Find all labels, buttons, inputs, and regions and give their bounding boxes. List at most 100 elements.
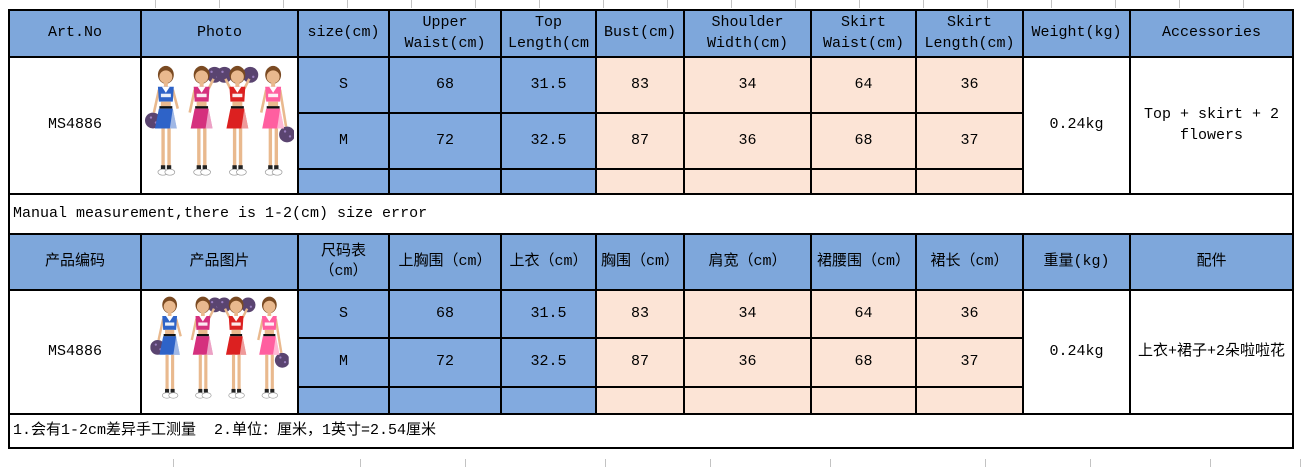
en-header-skirt-length: Skirt Length(cm): [915, 9, 1024, 58]
cn-empty-size: [297, 385, 390, 416]
en-cell-skirt-length-m: 37: [915, 112, 1024, 171]
cn-cell-weight: 0.24kg: [1022, 289, 1131, 415]
en-header-bust: Bust(cm): [595, 9, 685, 58]
en-header-upper-waist: Upper Waist(cm): [388, 9, 502, 58]
cn-cell-skirt-waist-s: 64: [810, 288, 917, 340]
cn-header-skirt-waist: 裙腰围（cm）: [810, 233, 917, 291]
cn-empty-top-length: [500, 385, 597, 416]
gridline-tick: [987, 0, 988, 8]
cn-row-empty: [9, 385, 1293, 416]
en-cell-upper-waist-s: 68: [388, 55, 502, 115]
en-header-art-no: Art.No: [8, 9, 142, 58]
en-header-row: Art.No Photo size(cm) Upper Waist(cm) To…: [8, 9, 1294, 58]
en-cell-bust-s: 83: [595, 55, 685, 115]
gridline-tick: [219, 0, 220, 8]
en-cell-top-length-s: 31.5: [500, 55, 597, 115]
en-empty-skirt-length: [915, 168, 1024, 195]
en-cell-skirt-waist-s: 64: [810, 55, 917, 115]
en-cell-art-no: MS4886: [8, 56, 142, 195]
cn-header-bust: 胸围（cm）: [595, 233, 685, 291]
en-measurement-note: Manual measurement,there is 1-2(cm) size…: [8, 193, 1294, 235]
cn-cell-art-no: MS4886: [8, 289, 142, 415]
cn-header-row: 产品编码 产品图片 尺码表（cm） 上胸围（cm） 上衣（cm） 胸围（cm） …: [8, 233, 1294, 291]
cn-empty-shoulder-width: [683, 385, 812, 416]
cn-row-size-m: M 72 32.5 87 36 68 37: [9, 337, 1293, 388]
gridline-tick: [923, 0, 924, 8]
product-photo-image: [145, 59, 294, 192]
cn-cell-bust-s: 83: [595, 288, 685, 340]
cn-empty-skirt-waist: [810, 385, 917, 416]
gridline-tick: [667, 0, 668, 8]
cn-cell-skirt-length-m: 37: [915, 337, 1024, 388]
cn-header-top-length: 上衣（cm）: [500, 233, 597, 291]
en-empty-upper-waist: [388, 168, 502, 195]
gridline-tick: [1115, 0, 1116, 8]
gridline-tick: [411, 0, 412, 8]
en-cell-weight: 0.24kg: [1022, 56, 1131, 195]
cn-cell-skirt-length-s: 36: [915, 288, 1024, 340]
en-cell-top-length-m: 32.5: [500, 112, 597, 171]
en-cell-skirt-waist-m: 68: [810, 112, 917, 171]
cn-cell-shoulder-width-s: 34: [683, 288, 812, 340]
en-cell-size-m: M: [297, 112, 390, 171]
gridline-tick: [155, 0, 156, 8]
gridline-tick: [859, 0, 860, 8]
en-header-photo: Photo: [140, 9, 299, 58]
cn-row-size-s: MS4886 S 68 31.5 83 34 64 36 0.24kg 上衣+裙…: [8, 288, 1294, 415]
en-cell-accessories: Top + skirt + 2 flowers: [1129, 56, 1294, 195]
en-empty-top-length: [500, 168, 597, 195]
cn-cell-bust-m: 87: [595, 337, 685, 388]
gridline-tick: [283, 0, 284, 8]
gridline-tick: [710, 459, 711, 467]
gridline-tick: [1300, 459, 1301, 467]
cn-cell-size-m: M: [297, 337, 390, 388]
cn-empty-upper-waist: [388, 385, 502, 416]
cn-cell-shoulder-width-m: 36: [683, 337, 812, 388]
gridline-tick: [173, 459, 174, 467]
en-cell-upper-waist-m: 72: [388, 112, 502, 171]
cn-cell-size-s: S: [297, 288, 390, 340]
en-note-row: Manual measurement,there is 1-2(cm) size…: [8, 193, 1294, 235]
cn-header-shoulder-width: 肩宽（cm）: [683, 233, 812, 291]
cn-header-upper-waist: 上胸围（cm）: [388, 233, 502, 291]
cn-empty-skirt-length: [915, 385, 1024, 416]
en-row-size-m: M 72 32.5 87 36 68 37: [9, 112, 1293, 171]
en-empty-skirt-waist: [810, 168, 917, 195]
gridline-tick: [1210, 459, 1211, 467]
gridline-tick: [603, 0, 604, 8]
en-header-skirt-waist: Skirt Waist(cm): [810, 9, 917, 58]
gridline-tick: [539, 0, 540, 8]
cn-cell-top-length-m: 32.5: [500, 337, 597, 388]
en-cell-photo: [140, 56, 299, 195]
cn-cell-photo: [140, 289, 299, 415]
cn-empty-bust: [595, 385, 685, 416]
en-empty-shoulder-width: [683, 168, 812, 195]
gridline-tick: [1051, 0, 1052, 8]
cn-header-accessories: 配件: [1129, 233, 1294, 291]
cn-header-size: 尺码表（cm）: [297, 233, 390, 291]
gridline-tick: [475, 0, 476, 8]
en-header-accessories: Accessories: [1129, 9, 1294, 58]
cn-cell-accessories: 上衣+裙子+2朵啦啦花: [1129, 289, 1294, 415]
en-header-shoulder-width: Shoulder Width(cm): [683, 9, 812, 58]
top-gridline-strip: [0, 0, 1304, 8]
en-cell-bust-m: 87: [595, 112, 685, 171]
cn-cell-upper-waist-s: 68: [388, 288, 502, 340]
en-cell-size-s: S: [297, 55, 390, 115]
cn-cell-top-length-s: 31.5: [500, 288, 597, 340]
en-cell-shoulder-width-s: 34: [683, 55, 812, 115]
gridline-tick: [795, 0, 796, 8]
en-header-top-length: Top Length(cm: [500, 9, 597, 58]
gridline-tick: [360, 459, 361, 467]
cn-header-art-no: 产品编码: [8, 233, 142, 291]
gridline-tick: [830, 459, 831, 467]
en-empty-size: [297, 168, 390, 195]
cn-cell-skirt-waist-m: 68: [810, 337, 917, 388]
gridline-tick: [1090, 459, 1091, 467]
cn-header-skirt-length: 裙长（cm）: [915, 233, 1024, 291]
cn-header-photo: 产品图片: [140, 233, 299, 291]
bottom-gridline-strip: [0, 459, 1304, 467]
en-empty-bust: [595, 168, 685, 195]
gridline-tick: [1243, 0, 1244, 8]
